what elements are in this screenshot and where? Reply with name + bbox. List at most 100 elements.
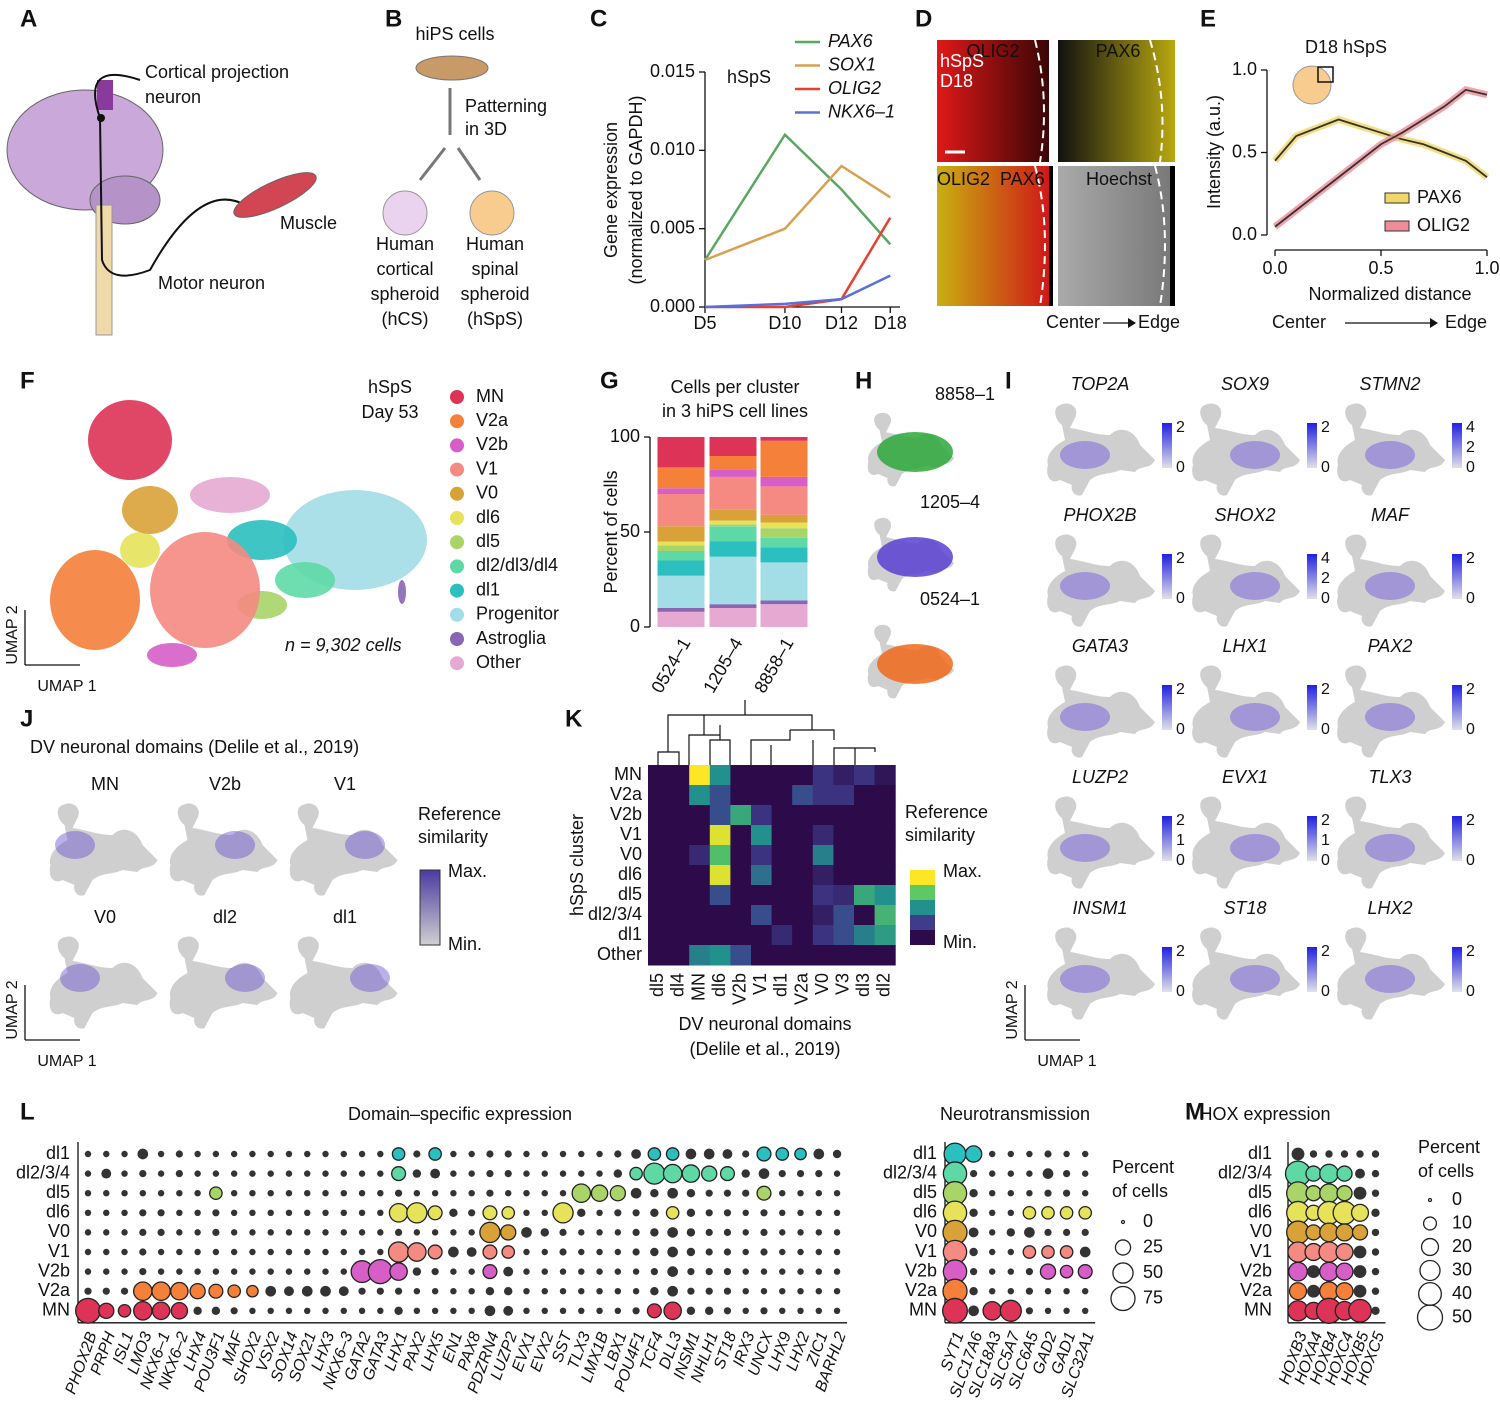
dot (1041, 1205, 1055, 1220)
dot (1353, 1186, 1367, 1200)
heatmap-cell (751, 945, 773, 966)
dot (84, 1248, 92, 1256)
line (1274, 118, 1488, 178)
legend-swatch (450, 607, 464, 622)
heatmap-cell (730, 825, 752, 846)
dot (389, 1262, 408, 1281)
colorbar-tick-label: 0 (1321, 590, 1330, 607)
dot (723, 1307, 732, 1315)
heatmap-cell (812, 905, 834, 926)
dot (1355, 1168, 1365, 1179)
umap-overlay (1230, 441, 1280, 469)
dot (430, 1168, 441, 1179)
dot (176, 1248, 183, 1256)
panel-letter: A (20, 5, 37, 32)
dot (121, 1209, 128, 1217)
dot (687, 1287, 695, 1295)
dot (482, 1205, 498, 1221)
dot (797, 1248, 804, 1256)
dot (523, 1150, 530, 1158)
dot (756, 1146, 772, 1162)
dot (559, 1170, 567, 1177)
legend-dot (1114, 1239, 1132, 1256)
umap-overlay (1060, 703, 1110, 731)
dot (742, 1229, 749, 1236)
row-label: V1 (620, 824, 642, 844)
heatmap-cell (854, 785, 876, 806)
legend-label: 0 (1143, 1211, 1153, 1231)
dot (632, 1268, 640, 1275)
colorbar (1307, 423, 1317, 468)
legend-label: V1 (476, 458, 498, 478)
heatmap-cell (730, 765, 752, 786)
dot (815, 1307, 823, 1315)
dot (1063, 1189, 1071, 1197)
dot (377, 1209, 384, 1217)
plot-label: dl2 (213, 907, 237, 927)
legend-swatch (450, 559, 464, 574)
bar-segment (657, 494, 705, 527)
panel-letter: I (1005, 367, 1012, 394)
legend-dot (1419, 1259, 1441, 1282)
umap-label: UMAP 1 (1037, 1053, 1096, 1070)
dot (833, 1209, 841, 1217)
umap-overlay (225, 964, 265, 992)
dot (1007, 1287, 1015, 1295)
dot (797, 1209, 804, 1217)
umap-cluster (398, 580, 406, 604)
row-label: V2b (38, 1260, 70, 1280)
gene-label: INSM1 (1072, 898, 1127, 918)
dot (304, 1170, 311, 1177)
dot (797, 1189, 804, 1197)
annotation: Day 53 (361, 402, 418, 422)
row-label: V2a (905, 1280, 938, 1300)
dot (230, 1229, 238, 1236)
column-label: V1 (750, 973, 770, 995)
dot (541, 1307, 548, 1315)
row-label: MN (42, 1300, 70, 1320)
colorbar (1307, 554, 1317, 599)
panel-letter: C (590, 5, 607, 32)
dot (968, 1305, 979, 1317)
dot (468, 1268, 475, 1275)
heatmap-cell (792, 905, 814, 926)
heatmap-cell (771, 865, 793, 886)
dot (358, 1150, 366, 1158)
x-tick-label: 8858–1 (750, 634, 797, 696)
legend-dot (1427, 1197, 1433, 1203)
legend-label: Other (476, 652, 521, 672)
dot (969, 1247, 978, 1257)
dot (412, 1267, 422, 1276)
dot (723, 1189, 732, 1197)
dot (468, 1189, 475, 1197)
umap-overlay (215, 831, 255, 859)
colorbar-tick-label: 0 (1176, 459, 1185, 476)
colorbar-tick-label: 0 (1466, 721, 1475, 738)
heatmap-cell (792, 865, 814, 886)
legend-swatch (1384, 220, 1410, 232)
dot (367, 1258, 393, 1285)
dot (1291, 1147, 1305, 1161)
dot (686, 1208, 696, 1218)
legend-label: V2a (476, 410, 509, 430)
dot (358, 1287, 366, 1295)
colorbar-tick-label: 0 (1176, 983, 1185, 1000)
dot (614, 1248, 622, 1256)
umap-cluster (50, 550, 140, 650)
colorbar-label: Max. (448, 861, 487, 881)
chart-title: Neurotransmission (940, 1104, 1090, 1124)
dot (723, 1287, 732, 1295)
dot (157, 1228, 165, 1236)
column-label: dl6 (709, 973, 729, 997)
x-axis-label: (Delile et al., 2019) (689, 1039, 840, 1059)
colorbar-label: Min. (448, 934, 482, 954)
umap-overlay (1365, 834, 1415, 862)
dot (249, 1248, 256, 1256)
dot (982, 1300, 1003, 1321)
dot (541, 1209, 548, 1217)
dot (665, 1205, 680, 1220)
dot (559, 1248, 567, 1256)
dot (340, 1189, 347, 1197)
bar-segment (709, 456, 757, 470)
